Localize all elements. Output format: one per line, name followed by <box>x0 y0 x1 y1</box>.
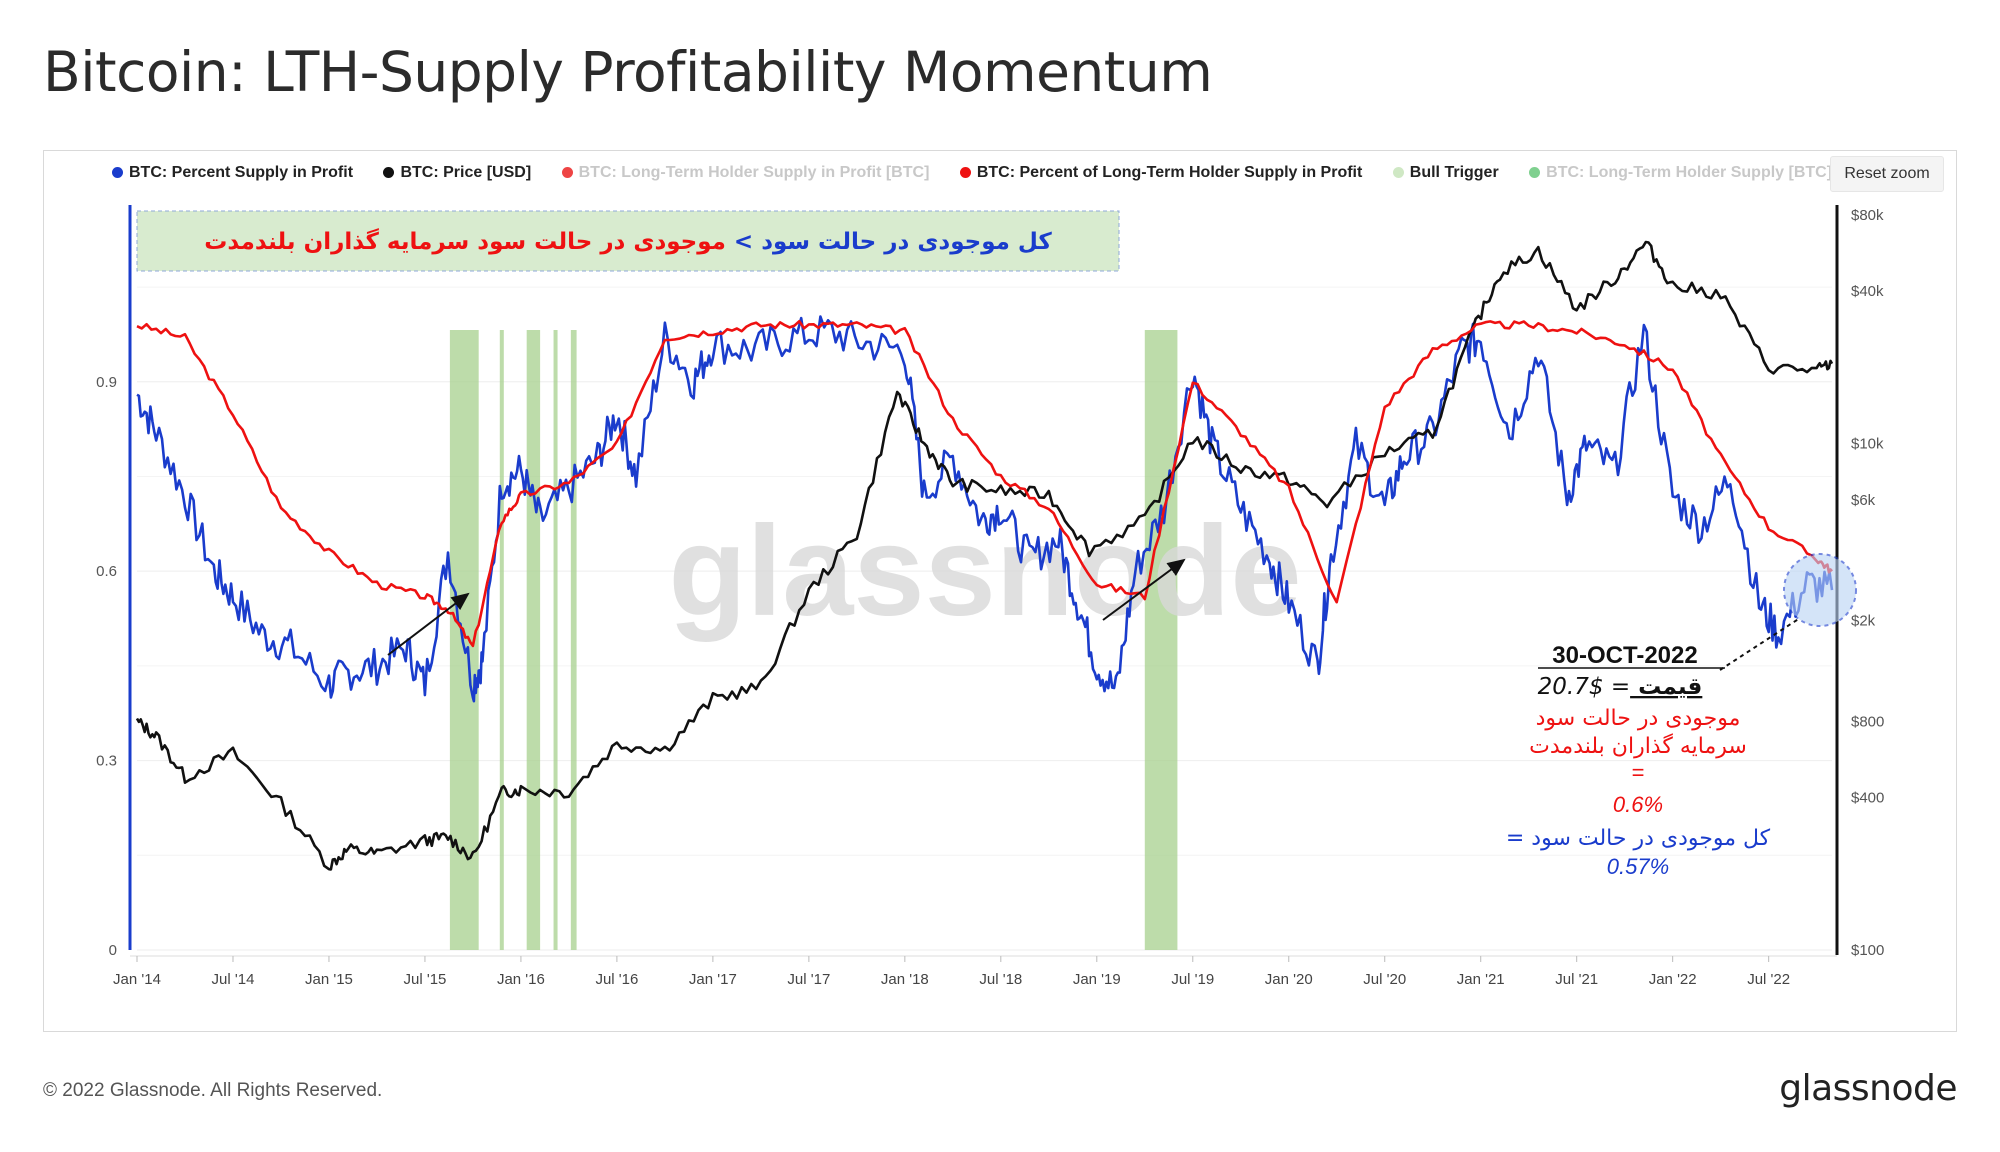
x-tick-label: Jul '19 <box>1171 971 1214 988</box>
x-tick-label: Jan '18 <box>881 971 929 988</box>
legend-dot <box>1529 167 1541 178</box>
legend-label: BTC: Percent Supply in Profit <box>129 164 354 181</box>
footer-brand-logo: glassnode <box>1779 1068 1957 1109</box>
y-tick-label-right: $2k <box>1851 613 1876 630</box>
legend-dot <box>959 167 971 178</box>
x-tick-label: Jul '17 <box>787 971 830 988</box>
annotation-header-blue: کل موجودی در حالت سود <box>753 229 1052 255</box>
x-tick-label: Jul '18 <box>979 971 1022 988</box>
momentum-arrow <box>387 592 470 656</box>
x-tick-label: Jul '21 <box>1555 971 1598 988</box>
bull-trigger-band <box>526 330 541 950</box>
legend-label: BTC: Percent of Long-Term Holder Supply … <box>976 164 1363 181</box>
annotation-header-red: موجودی در حالت سود سرمایه گذاران بلندمدت <box>204 228 726 255</box>
annotation-price-value: = $20.7 <box>1538 674 1630 700</box>
y-tick-label-right: $800 <box>1851 713 1884 730</box>
x-tick-label: Jul '15 <box>403 971 446 988</box>
annotation-total-value: 0.57% <box>1607 854 1669 879</box>
y-tick-label-left: 0 <box>109 942 117 959</box>
annotation-header-sep: > <box>726 229 753 255</box>
annotation-total-text: = کل موجودی در حالت سود <box>1506 826 1771 851</box>
x-tick-label: Jan '19 <box>1073 971 1121 988</box>
y-tick-label-right: $40k <box>1851 283 1884 300</box>
chart-legend: BTC: Percent Supply in Profit BTC: Price… <box>112 164 1832 188</box>
legend-item-supply-in-profit[interactable]: BTC: Percent Supply in Profit <box>112 164 353 182</box>
callout-connector <box>1719 617 1801 671</box>
legend-dot <box>383 167 395 178</box>
legend-label: BTC: Price [USD] <box>400 164 532 181</box>
annotation-lth-text: سرمایه گذاران بلندمدت <box>1529 733 1747 759</box>
footer-copyright: © 2022 Glassnode. All Rights Reserved. <box>43 1080 383 1101</box>
x-tick-label: Jan '17 <box>689 971 737 988</box>
annotation-price-label: قیمت <box>1630 674 1702 700</box>
y-tick-label-right: $400 <box>1851 790 1884 807</box>
legend-dot <box>561 167 573 178</box>
x-tick-label: Jan '16 <box>497 971 545 988</box>
reset-zoom-button[interactable]: Reset zoom <box>1830 156 1944 192</box>
annotation-lth-value: 0.6% <box>1613 792 1663 817</box>
current-point-highlight <box>1783 553 1857 627</box>
bull-trigger-band <box>499 330 504 950</box>
annotation-box <box>136 210 1120 272</box>
legend-item-price[interactable]: BTC: Price [USD] <box>383 164 531 182</box>
x-tick-label: Jul '16 <box>595 971 638 988</box>
legend-dot <box>112 167 123 178</box>
bull-trigger-band <box>553 330 558 950</box>
annotation-price: قیمت = $20.7 <box>1538 674 1703 700</box>
annotation-header: کل موجودی در حالت سود > موجودی در حالت س… <box>204 228 1052 255</box>
legend-item-lth-supply-in-profit[interactable]: BTC: Long-Term Holder Supply in Profit [… <box>561 164 930 182</box>
y-tick-label-right: $100 <box>1851 942 1884 959</box>
x-tick-label: Jul '20 <box>1363 971 1406 988</box>
y-tick-label-left: 0.3 <box>96 753 117 770</box>
x-tick-label: Jan '14 <box>113 971 161 988</box>
series-line-lth-percent-in-profit <box>136 319 1833 648</box>
legend-item-bull-trigger[interactable]: Bull Trigger <box>1392 164 1499 182</box>
chart-frame <box>43 150 1957 1032</box>
y-tick-label-right: $10k <box>1851 436 1884 453</box>
legend-label: Bull Trigger <box>1409 164 1499 181</box>
x-tick-label: Jan '21 <box>1457 971 1505 988</box>
y-tick-label-left: 0.9 <box>96 374 117 391</box>
series-line-percent-supply-in-profit <box>136 315 1834 703</box>
legend-item-lth-supply[interactable]: BTC: Long-Term Holder Supply [BTC] <box>1529 164 1832 182</box>
bull-trigger-band <box>570 330 577 950</box>
page-title: Bitcoin: LTH-Supply Profitability Moment… <box>43 40 1213 104</box>
y-tick-label-left: 0.6 <box>96 563 117 580</box>
legend-label: BTC: Long-Term Holder Supply in Profit [… <box>578 164 930 181</box>
legend-item-lth-percent-in-profit[interactable]: BTC: Percent of Long-Term Holder Supply … <box>959 164 1363 182</box>
x-tick-label: Jul '14 <box>212 971 255 988</box>
momentum-arrow <box>1102 558 1186 621</box>
annotation-date: 30-OCT-2022 <box>1552 642 1697 669</box>
legend-dot <box>1392 167 1404 178</box>
annotation-lth-eq: = <box>1632 760 1645 785</box>
series-line-price <box>135 240 1834 871</box>
x-tick-label: Jan '22 <box>1649 971 1697 988</box>
x-tick-label: Jul '22 <box>1747 971 1790 988</box>
y-tick-label-right: $6k <box>1851 492 1876 509</box>
y-tick-label-right: $80k <box>1851 207 1884 224</box>
annotation-lth-text: موجودی در حالت سود <box>1536 706 1741 731</box>
bull-trigger-band <box>1144 330 1178 950</box>
x-tick-label: Jan '15 <box>305 971 353 988</box>
legend-label: BTC: Long-Term Holder Supply [BTC] <box>1546 164 1832 181</box>
x-tick-label: Jan '20 <box>1265 971 1313 988</box>
